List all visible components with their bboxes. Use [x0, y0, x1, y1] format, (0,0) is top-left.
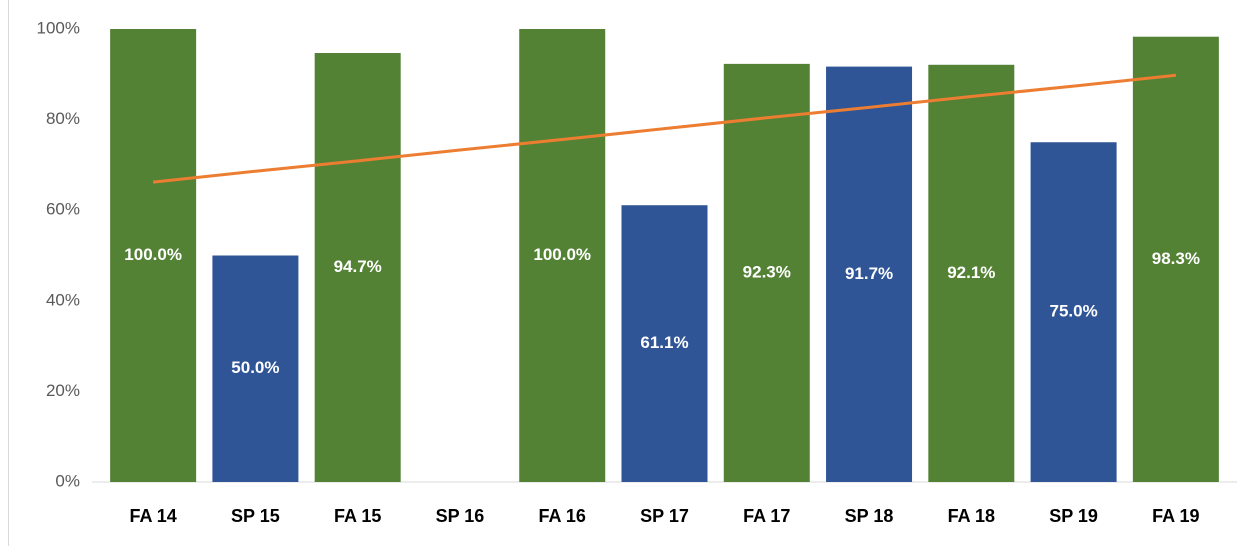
data-label: 75.0% [1049, 302, 1097, 321]
x-tick-label: FA 18 [948, 506, 995, 526]
x-tick-label: FA 15 [334, 506, 381, 526]
data-label: 92.1% [947, 263, 995, 282]
x-tick-label: SP 15 [231, 506, 280, 526]
data-label: 100.0% [124, 245, 182, 264]
y-tick-label: 0% [55, 471, 80, 490]
y-tick-label: 80% [46, 109, 80, 128]
bar [621, 205, 708, 483]
bar [1030, 142, 1117, 482]
y-tick-label: 20% [46, 381, 80, 400]
x-tick-label: SP 19 [1049, 506, 1098, 526]
y-tick-label: 60% [46, 200, 80, 219]
bar [110, 29, 197, 482]
y-tick-label: 100% [37, 18, 80, 37]
bar [723, 63, 810, 482]
x-tick-label: FA 17 [743, 506, 790, 526]
trendline [152, 73, 1177, 184]
data-label: 100.0% [533, 245, 591, 264]
data-label: 61.1% [640, 333, 688, 352]
bar [928, 64, 1015, 483]
x-tick-label: SP 16 [436, 506, 485, 526]
data-label: 91.7% [845, 264, 893, 283]
data-label: 94.7% [334, 257, 382, 276]
bar [519, 29, 606, 482]
bar [826, 66, 913, 482]
x-tick-label: FA 14 [129, 506, 176, 526]
y-tick-label: 40% [46, 290, 80, 309]
data-label: 50.0% [231, 358, 279, 377]
bar [212, 255, 299, 482]
data-label: 98.3% [1152, 249, 1200, 268]
x-tick-label: SP 18 [845, 506, 894, 526]
x-tick-label: FA 16 [539, 506, 586, 526]
data-label: 92.3% [743, 262, 791, 281]
x-tick-label: SP 17 [640, 506, 689, 526]
x-tick-label: FA 19 [1152, 506, 1199, 526]
bar [314, 53, 401, 482]
bar [1132, 36, 1219, 483]
